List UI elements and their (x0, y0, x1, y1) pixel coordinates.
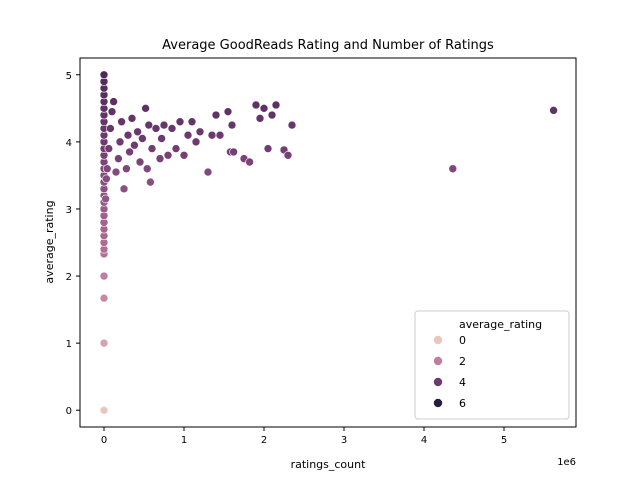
data-point (104, 144, 114, 153)
data-point (99, 271, 109, 281)
data-point (127, 114, 137, 123)
plot-area (79, 57, 577, 428)
data-point (223, 107, 233, 116)
y-axis: 0 1 2 3 4 5 (66, 71, 80, 417)
data-point (191, 137, 201, 147)
legend-title: average_rating (459, 318, 542, 331)
data-point (144, 120, 154, 130)
data-point (179, 150, 189, 160)
legend-marker (433, 356, 443, 366)
data-point (133, 127, 142, 137)
data-point (183, 130, 193, 140)
data-point (195, 127, 205, 137)
data-point (267, 110, 277, 120)
data-point (106, 124, 115, 133)
x-axis-offset-label: 1e6 (557, 457, 576, 468)
data-point (187, 117, 197, 127)
data-point (448, 164, 458, 173)
data-point (146, 177, 155, 187)
legend-marker (433, 377, 443, 387)
data-point (107, 107, 117, 116)
x-tick-label: 0 (101, 435, 107, 446)
data-point (163, 150, 173, 160)
data-point (157, 134, 166, 143)
legend-entry-label: 4 (459, 376, 466, 389)
x-tick-label: 4 (421, 435, 427, 446)
data-point (263, 144, 273, 153)
legend-entry-label: 6 (459, 397, 466, 410)
data-point (167, 124, 177, 133)
legend-entry-label: 0 (459, 334, 466, 347)
data-point (159, 120, 169, 130)
y-tick-label: 0 (66, 406, 72, 417)
data-point (102, 174, 111, 184)
data-point (102, 164, 112, 173)
data-point (138, 134, 147, 143)
data-point (229, 147, 238, 157)
x-axis-label: ratings_count (291, 458, 367, 471)
data-point (119, 184, 129, 194)
data-point (151, 124, 161, 133)
data-point (99, 405, 109, 415)
y-tick-label: 2 (66, 272, 72, 283)
data-point (549, 106, 558, 115)
x-tick-label: 5 (501, 435, 507, 446)
data-point (251, 100, 261, 110)
data-point (283, 150, 293, 160)
data-point (207, 130, 217, 140)
x-tick-label: 2 (261, 435, 267, 446)
x-tick-label: 3 (341, 435, 347, 446)
data-point (99, 293, 109, 303)
data-point (147, 144, 157, 153)
data-point (142, 164, 152, 173)
y-tick-label: 1 (66, 339, 72, 350)
data-point (255, 114, 265, 123)
data-point (109, 97, 118, 106)
data-point (203, 167, 213, 177)
y-axis-label: average_rating (43, 200, 56, 283)
data-point (123, 130, 133, 140)
data-point (122, 164, 131, 173)
data-point (117, 117, 126, 127)
data-point (135, 157, 145, 167)
x-axis: 0 1 2 3 4 5 (101, 427, 507, 446)
legend-entry-label: 2 (459, 355, 466, 368)
data-point (271, 100, 281, 110)
points-layer (99, 70, 558, 415)
data-point (114, 154, 123, 163)
data-point (130, 140, 139, 150)
data-point (227, 120, 237, 130)
data-point (215, 130, 225, 140)
data-point (111, 167, 121, 177)
y-tick-label: 3 (66, 205, 72, 216)
data-point (99, 70, 109, 80)
data-point (287, 120, 297, 130)
chart-title: Average GoodReads Rating and Number of R… (162, 38, 494, 53)
data-point (155, 154, 165, 163)
legend: average_rating 0 2 4 6 (414, 310, 570, 420)
data-point (175, 117, 185, 127)
data-point (99, 338, 109, 348)
data-point (141, 104, 150, 113)
legend-marker (433, 398, 443, 408)
data-point (171, 144, 181, 153)
y-tick-label: 5 (66, 71, 72, 82)
data-point (259, 104, 269, 113)
data-point (115, 137, 125, 147)
x-tick-label: 1 (181, 435, 187, 446)
legend-entries: 0 2 4 6 (433, 334, 466, 410)
data-point (125, 147, 134, 157)
data-point (245, 157, 254, 167)
y-tick-label: 4 (66, 138, 72, 149)
legend-marker (433, 335, 443, 345)
data-point (211, 110, 221, 120)
legend-box (414, 310, 570, 420)
data-point (101, 194, 110, 204)
